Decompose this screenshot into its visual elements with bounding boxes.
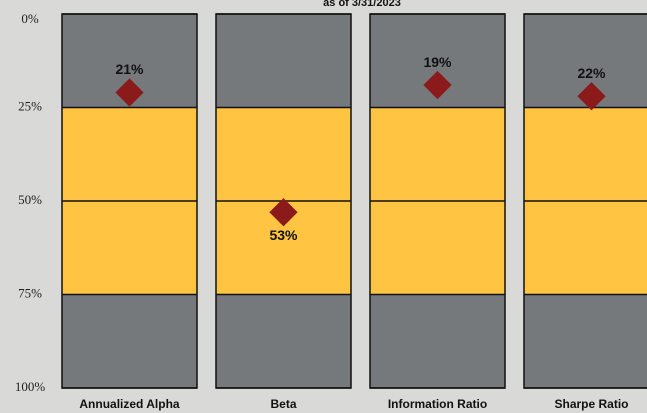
quartile-band — [62, 294, 197, 388]
quartile-band — [524, 294, 647, 388]
y-tick-label: 0% — [21, 11, 39, 26]
quartile-band — [370, 294, 505, 388]
column-border — [369, 13, 506, 389]
x-tick-label: Sharpe Ratio — [554, 397, 628, 411]
y-tick-label: 25% — [18, 98, 42, 113]
y-tick-label: 100% — [15, 379, 46, 394]
y-tick-label: 50% — [18, 192, 42, 207]
column-border — [215, 13, 352, 389]
column-border — [523, 13, 647, 389]
chart-subtitle: as of 3/31/2023 — [323, 0, 401, 9]
data-label: 19% — [423, 54, 452, 70]
marker — [577, 82, 606, 111]
x-tick-label: Beta — [270, 397, 296, 411]
quartile-band — [216, 294, 351, 388]
x-tick-label: Annualized Alpha — [79, 397, 180, 411]
y-tick-label: 75% — [18, 285, 42, 300]
column-border — [61, 13, 198, 389]
quartile-band — [216, 14, 351, 108]
data-label: 22% — [577, 65, 606, 81]
data-label: 53% — [269, 227, 298, 243]
data-label: 21% — [115, 61, 144, 77]
x-tick-label: Information Ratio — [388, 397, 487, 411]
